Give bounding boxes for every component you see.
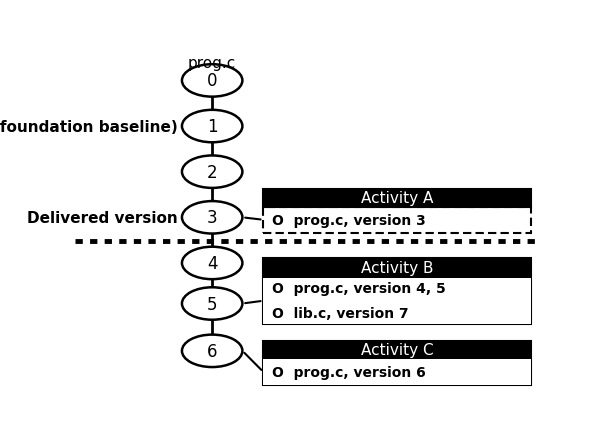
Bar (263, 258, 531, 278)
Text: Activity A: Activity A (361, 191, 433, 206)
Bar (263, 189, 531, 233)
Text: 1: 1 (207, 118, 217, 136)
Bar (263, 359, 531, 385)
Text: 4: 4 (207, 254, 217, 272)
Bar (263, 208, 531, 233)
Text: 3: 3 (207, 209, 217, 227)
Ellipse shape (182, 201, 242, 234)
Bar (263, 189, 531, 208)
Text: Activity C: Activity C (361, 343, 433, 357)
Ellipse shape (182, 65, 242, 97)
Text: 6: 6 (207, 342, 217, 360)
Bar (263, 189, 531, 208)
Bar (263, 258, 531, 324)
Text: 5: 5 (207, 295, 217, 313)
Ellipse shape (182, 156, 242, 188)
Bar (263, 278, 531, 324)
Ellipse shape (182, 288, 242, 320)
Text: Activity B: Activity B (361, 261, 433, 276)
Text: BL1 (foundation baseline): BL1 (foundation baseline) (0, 119, 178, 134)
Text: O  prog.c, version 4, 5
O  lib.c, version 7: O prog.c, version 4, 5 O lib.c, version … (272, 282, 445, 321)
Text: O  prog.c, version 3: O prog.c, version 3 (272, 213, 425, 227)
Text: prog.c: prog.c (188, 56, 236, 71)
Ellipse shape (182, 110, 242, 143)
Ellipse shape (182, 335, 242, 367)
Bar (263, 341, 531, 359)
Text: 2: 2 (207, 163, 217, 181)
Text: O  prog.c, version 6: O prog.c, version 6 (272, 365, 425, 379)
Ellipse shape (182, 247, 242, 279)
Bar (263, 341, 531, 385)
Text: Delivered version: Delivered version (26, 210, 178, 225)
Text: 0: 0 (207, 72, 217, 90)
